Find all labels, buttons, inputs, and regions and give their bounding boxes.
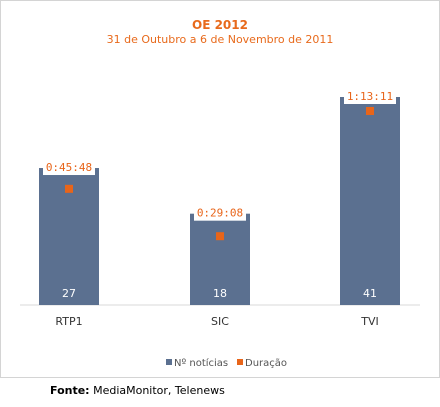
legend-swatch-duration: [237, 359, 243, 365]
source-text: MediaMonitor, Telenews: [93, 384, 225, 397]
duration-label-bg-rtp1: [43, 160, 95, 176]
legend-label-duration: Duração: [245, 358, 287, 369]
duration-label-rtp1: 0:45:48: [46, 161, 92, 174]
duration-label-bg-sic: [194, 205, 246, 221]
category-label-tvi: TVI: [360, 315, 379, 328]
bar-tvi: [340, 97, 400, 305]
count-label-sic: 18: [213, 287, 227, 300]
count-label-tvi: 41: [363, 287, 377, 300]
category-label-rtp1: RTP1: [55, 315, 82, 328]
chart-subtitle: 31 de Outubro a 6 de Novembro de 2011: [106, 33, 334, 46]
bar-sic: [190, 213, 250, 305]
source-note: Fonte: MediaMonitor, Telenews: [50, 384, 225, 397]
source-label: Fonte:: [50, 384, 90, 397]
category-label-sic: SIC: [211, 315, 229, 328]
chart-title: OE 2012: [192, 18, 248, 32]
duration-marker-rtp1: [65, 184, 73, 193]
legend: Nº notícias Duração: [166, 357, 287, 369]
duration-label-sic: 0:29:08: [197, 207, 243, 220]
duration-marker-sic: [216, 232, 224, 241]
duration-marker-tvi: [366, 107, 374, 115]
legend-label-count: Nº notícias: [174, 357, 228, 369]
bars-group: 0:45:48 27 RTP1 0:29:08 18 SIC 1:13:11 41 TVI: [39, 89, 400, 328]
count-label-rtp1: 27: [62, 287, 76, 300]
legend-swatch-count: [166, 359, 172, 365]
duration-label-bg-tvi: [344, 89, 396, 104]
duration-label-tvi: 1:13:11: [347, 90, 393, 103]
bar-chart: 0:45:48 27 RTP1 0:29:08 18 SIC 1:13:11 41 TVI Nº…: [20, 89, 420, 369]
